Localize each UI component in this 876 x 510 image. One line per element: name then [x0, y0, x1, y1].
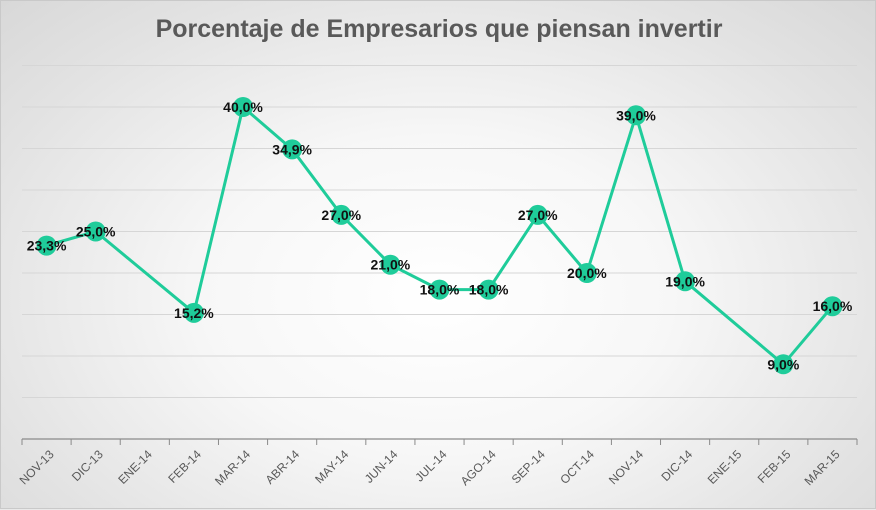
x-tick-label: ENE-15: [705, 447, 745, 487]
data-label: 16,0%: [813, 298, 853, 314]
data-label: 18,0%: [420, 282, 460, 298]
data-point: [773, 354, 794, 375]
data-point: [85, 221, 106, 242]
data-point: [282, 139, 303, 160]
x-tick-label: ENE-14: [115, 447, 155, 487]
x-tick-label: ABR-14: [263, 447, 303, 487]
x-tick-label: DIC-13: [69, 447, 106, 484]
data-label: 9,0%: [767, 356, 799, 372]
x-tick-label: JUN-14: [362, 447, 401, 486]
data-label: 20,0%: [567, 265, 607, 281]
x-tick-label: MAR-15: [802, 447, 843, 488]
data-point: [478, 279, 499, 300]
data-label: 25,0%: [76, 224, 116, 240]
data-point: [429, 279, 450, 300]
data-label: 40,0%: [223, 99, 263, 115]
data-point: [527, 204, 548, 225]
data-point: [36, 235, 57, 256]
data-label: 15,2%: [174, 305, 214, 321]
x-tick-label: MAY-14: [312, 447, 351, 486]
x-tick-label: DIC-14: [658, 447, 695, 484]
x-tick-label: AGO-14: [458, 447, 499, 488]
x-tick-label: NOV-14: [606, 447, 646, 487]
data-label: 23,3%: [27, 238, 67, 254]
x-tick-label: OCT-14: [557, 447, 597, 487]
data-point: [576, 263, 597, 283]
data-label: 27,0%: [321, 207, 361, 223]
data-point: [675, 271, 696, 292]
data-label: 21,0%: [371, 257, 411, 273]
series-line: [46, 105, 834, 366]
data-point: [331, 204, 352, 225]
data-point: [625, 105, 646, 126]
x-tick-label: FEB-14: [165, 447, 204, 486]
data-label: 34,9%: [272, 141, 312, 157]
data-point: [183, 302, 204, 323]
x-tick-label: MAR-14: [212, 447, 253, 488]
data-label: 27,0%: [518, 207, 558, 223]
x-tick-label: FEB-15: [755, 447, 794, 486]
data-label: 18,0%: [469, 282, 509, 298]
x-tick-label: JUL-14: [412, 447, 449, 484]
x-tick-label: SEP-14: [509, 447, 548, 486]
data-point: [233, 97, 254, 117]
data-label: 19,0%: [665, 273, 705, 289]
x-tick-label: NOV-13: [17, 447, 57, 487]
data-point: [822, 296, 843, 317]
data-label: 39,0%: [616, 107, 656, 123]
data-point: [380, 254, 401, 275]
chart-title: Porcentaje de Empresarios que piensan in…: [155, 15, 723, 43]
